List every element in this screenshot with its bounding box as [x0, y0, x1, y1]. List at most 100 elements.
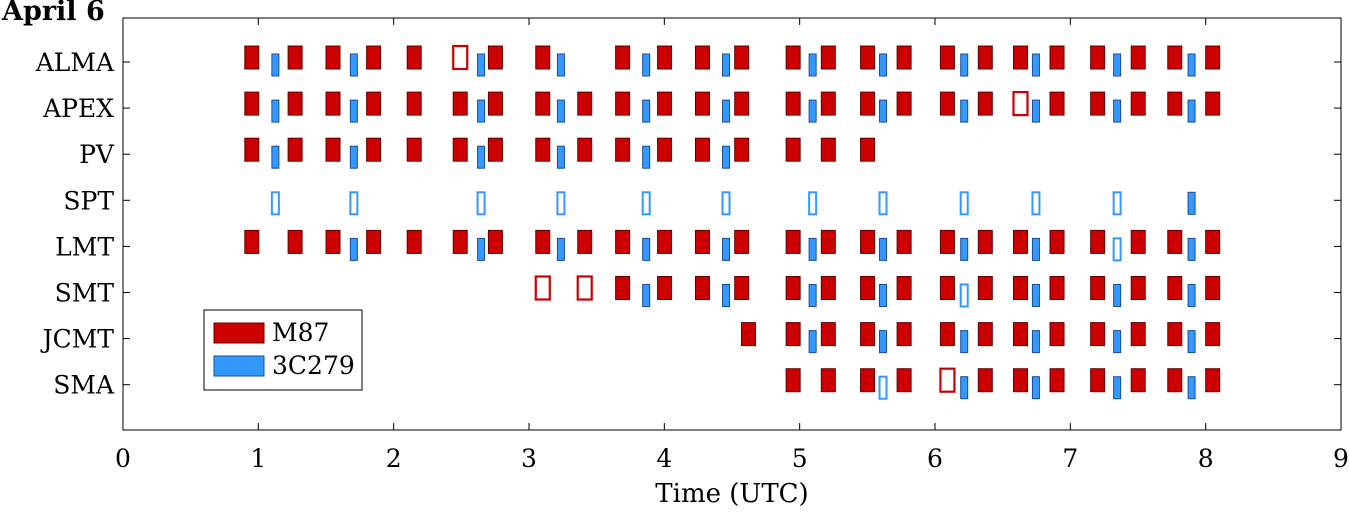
3c279-scan-mark [556, 237, 565, 261]
3c279-scan-mark [349, 237, 358, 261]
m87-scan-mark [1090, 322, 1106, 347]
m87-scan-mark [1049, 368, 1065, 393]
3c279-scan-mark [477, 145, 486, 169]
m87-scan-mark [977, 276, 993, 300]
m87-scan-mark [244, 45, 260, 70]
m87-scan-mark [576, 275, 593, 301]
3c279-scan-mark [879, 53, 888, 77]
m87-scan-mark [244, 137, 260, 162]
m87-scan-mark [657, 137, 673, 162]
m87-scan-mark [1205, 368, 1221, 393]
m87-scan-mark [1012, 45, 1028, 70]
legend-swatch-3c279 [213, 355, 265, 377]
m87-scan-mark [452, 91, 468, 116]
m87-scan-mark [694, 137, 710, 162]
3c279-scan-mark [960, 330, 969, 354]
3c279-scan-mark [1187, 376, 1196, 400]
3c279-scan-mark [722, 237, 731, 261]
m87-scan-mark [577, 137, 593, 162]
3c279-scan-mark [1113, 284, 1122, 307]
m87-scan-mark [366, 91, 382, 116]
3c279-scan-mark [349, 53, 358, 77]
m87-scan-mark [939, 276, 955, 300]
m87-scan-mark [535, 45, 551, 70]
3c279-scan-mark [476, 191, 486, 216]
m87-scan-mark [1090, 91, 1106, 116]
3c279-scan-mark [878, 375, 888, 400]
3c279-scan-mark [349, 99, 358, 123]
3c279-scan-mark [808, 191, 818, 216]
3c279-scan-mark [879, 99, 888, 123]
m87-scan-mark [734, 229, 750, 254]
3c279-scan-mark [1031, 53, 1040, 77]
m87-scan-mark [1167, 322, 1183, 347]
m87-scan-mark [785, 276, 801, 300]
station-label-apex: APEX [42, 94, 114, 123]
3c279-scan-mark [960, 99, 969, 123]
3c279-scan-mark [721, 191, 731, 216]
3c279-scan-mark [879, 237, 888, 261]
x-tick-label: 1 [250, 444, 266, 473]
m87-scan-mark [487, 91, 503, 116]
3c279-scan-mark [1113, 99, 1122, 123]
m87-scan-mark [1090, 368, 1106, 393]
m87-scan-mark [1012, 276, 1028, 300]
m87-scan-mark [896, 229, 912, 254]
x-tick-label: 2 [386, 444, 402, 473]
m87-scan-mark [1049, 322, 1065, 347]
3c279-scan-mark [1113, 53, 1122, 77]
m87-scan-mark [287, 45, 303, 70]
3c279-scan-mark [556, 191, 566, 216]
3c279-scan-mark [808, 99, 817, 123]
3c279-scan-mark [960, 237, 969, 261]
3c279-scan-mark [1187, 284, 1196, 307]
x-tick-group: 0 1 2 3 4 5 6 7 8 9 [115, 18, 1349, 473]
m87-scan-mark [820, 229, 836, 254]
m87-scan-mark [860, 229, 876, 254]
m87-scan-mark [860, 368, 876, 393]
m87-scan-mark [287, 91, 303, 116]
m87-scan-mark [452, 137, 468, 162]
m87-scan-mark [820, 45, 836, 70]
x-tick-label: 5 [792, 444, 808, 473]
3c279-scan-mark [271, 99, 280, 123]
m87-scan-mark [325, 137, 341, 162]
m87-scan-mark [535, 229, 551, 254]
m87-scan-mark [1130, 91, 1146, 116]
m87-scan-mark [244, 229, 260, 254]
3c279-scan-mark [722, 145, 731, 169]
m87-scan-mark [1167, 276, 1183, 300]
3c279-scan-mark [879, 330, 888, 354]
3c279-scan-mark [642, 237, 651, 261]
3c279-scan-mark [642, 99, 651, 123]
3c279-scan-mark [641, 191, 651, 216]
m87-scan-mark [1090, 229, 1106, 254]
legend-label-3c279: 3C279 [272, 351, 355, 380]
3c279-scan-mark [1031, 191, 1041, 216]
x-tick-label: 9 [1333, 444, 1349, 473]
m87-scan-mark [1167, 368, 1183, 393]
m87-scan-mark [577, 229, 593, 254]
3c279-scan-mark [1031, 284, 1040, 307]
3c279-scan-mark [349, 191, 359, 216]
m87-scan-mark [694, 276, 710, 300]
m87-scan-mark [615, 229, 631, 254]
m87-scan-mark [896, 368, 912, 393]
3c279-scan-mark [642, 145, 651, 169]
m87-scan-mark [896, 91, 912, 116]
m87-scan-mark [820, 137, 836, 162]
m87-scan-mark [1130, 229, 1146, 254]
m87-scan-mark [1130, 276, 1146, 300]
m87-scan-mark [1012, 322, 1028, 347]
m87-scan-mark [287, 137, 303, 162]
3c279-scan-mark [1187, 330, 1196, 354]
3c279-scan-mark [1187, 237, 1196, 261]
3c279-scan-mark [1113, 330, 1122, 354]
m87-scan-mark [734, 91, 750, 116]
m87-scan-mark [939, 45, 955, 70]
m87-scan-mark [325, 229, 341, 254]
3c279-scan-mark [959, 191, 969, 216]
m87-scan-mark [406, 91, 422, 116]
3c279-scan-mark [808, 53, 817, 77]
m87-scan-mark [860, 137, 876, 162]
